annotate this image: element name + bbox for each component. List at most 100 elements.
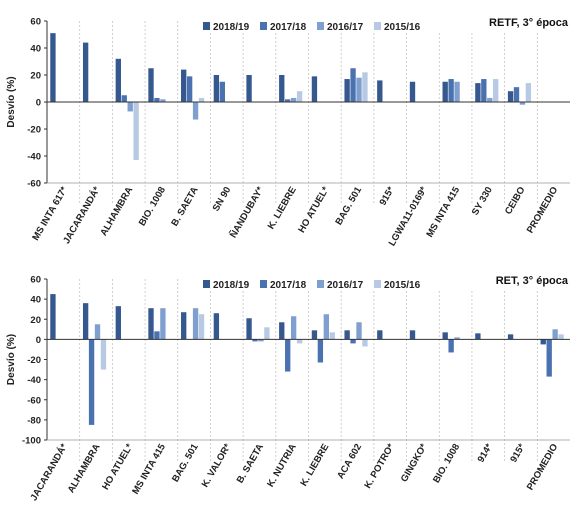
- legend-label: 2015/16: [384, 22, 421, 33]
- bar-2016-17-7: [290, 97, 297, 102]
- bar-2015-16-7: [296, 339, 303, 344]
- bar-2016-17-4: [192, 102, 199, 120]
- bar-2016-17-14: [519, 102, 526, 105]
- y-tick-label: -60: [27, 395, 41, 406]
- bar-2017-18-13: [481, 79, 487, 102]
- bar-2015-16-6: [264, 327, 270, 340]
- legend-swatch: [374, 22, 381, 30]
- bar-2018-19-7: [279, 322, 285, 340]
- bar-2015-16-13: [493, 79, 499, 102]
- legend-swatch: [374, 280, 381, 288]
- category-label: GINGKO*: [399, 442, 430, 484]
- y-tick-label: 20: [30, 71, 41, 82]
- y-tick-label: 20: [30, 315, 41, 326]
- legend-label: 2016/17: [327, 280, 364, 291]
- bar-2018-19-5: [213, 75, 220, 102]
- bar-2018-19-12: [442, 332, 448, 340]
- chart-ret: 60 40 20 0 -20 -40 -60 -80 -100 Desvío (%) JACARAN…: [6, 275, 570, 503]
- bar-2017-18-5: [219, 81, 225, 102]
- bar-2018-19-12: [442, 81, 448, 102]
- bar-2018-19-13: [475, 333, 481, 340]
- bar-2018-19-0: [50, 33, 56, 102]
- y-tick-label: 60: [30, 17, 41, 28]
- legend-swatch: [317, 22, 324, 30]
- category-label: JACARANDÁ*: [28, 442, 70, 503]
- bar-2015-16-8: [329, 332, 335, 340]
- legend-background: [198, 19, 568, 33]
- y-tick-label: -20: [27, 355, 41, 366]
- bar-2017-18-1: [88, 339, 95, 425]
- legend-label: 2015/16: [384, 280, 421, 291]
- y-tick-label: -80: [27, 415, 41, 426]
- legend-label: 2018/19: [213, 280, 250, 291]
- bar-2016-17-7: [290, 316, 297, 340]
- legend-label: 2017/18: [270, 280, 307, 291]
- category-label: MS INTA 415: [130, 441, 168, 496]
- bar-2015-16-4: [198, 314, 205, 340]
- bar-2018-19-1: [82, 42, 89, 102]
- y-tick-label: 0: [36, 335, 41, 346]
- bar-2018-19-9: [344, 330, 350, 340]
- bar-2017-18-8: [317, 339, 324, 363]
- bar-2018-19-2: [115, 306, 121, 340]
- category-label: ALHAMBRA: [66, 442, 103, 495]
- bar-2018-19-9: [344, 79, 350, 102]
- bar-2015-16-15: [558, 334, 564, 340]
- bar-2018-19-11: [409, 330, 416, 340]
- bar-2018-19-4: [181, 69, 187, 102]
- category-label: K. NUTRIA: [265, 442, 299, 489]
- bar-2018-19-0: [50, 294, 56, 340]
- category-label: 914*: [476, 442, 495, 465]
- category-label: SN 90: [211, 185, 234, 213]
- category-label: BAG. 501: [333, 184, 364, 227]
- category-label: B. SAETA: [169, 185, 200, 228]
- y-axis-label: Desvío (%): [6, 334, 17, 385]
- bar-2018-19-2: [115, 58, 121, 102]
- bar-2018-19-6: [246, 318, 252, 340]
- legend-background: [198, 277, 568, 291]
- bar-2018-19-4: [181, 312, 187, 340]
- bar-2017-18-2: [121, 95, 127, 102]
- bar-2018-19-5: [213, 313, 220, 340]
- bar-2015-16-4: [198, 97, 205, 102]
- bar-2017-18-4: [186, 76, 193, 102]
- category-label: K. VALOR*: [200, 442, 234, 490]
- y-tick-label: -40: [27, 152, 41, 163]
- category-label: BIO. 1008: [431, 442, 462, 485]
- bar-2018-19-13: [475, 83, 481, 102]
- category-label: MS INTA 415: [424, 184, 462, 239]
- bar-2017-18-9: [350, 68, 356, 102]
- category-label: ÑANDUBAY*: [228, 185, 266, 240]
- bar-2016-17-3: [160, 99, 166, 102]
- bar-2018-19-14: [507, 91, 514, 102]
- bar-2017-18-3: [154, 331, 160, 340]
- legend-swatch: [203, 280, 210, 288]
- bar-2017-18-7: [285, 339, 291, 372]
- bar-2018-19-1: [82, 303, 89, 340]
- chart-title: RETF, 3° época: [489, 17, 569, 29]
- bar-2018-19-6: [246, 75, 252, 102]
- legend-label: 2017/18: [270, 22, 307, 33]
- bar-2018-19-3: [148, 308, 154, 340]
- category-label: BAG. 501: [170, 441, 201, 484]
- bar-2018-19-11: [409, 81, 416, 102]
- category-label: ALHAMBRA: [98, 185, 135, 238]
- bar-2015-16-7: [296, 91, 303, 102]
- category-label: K. LIEBRE: [298, 442, 331, 488]
- bar-2016-17-12: [454, 81, 460, 102]
- legend-label: 2018/19: [213, 22, 250, 33]
- bar-2015-16-1: [100, 339, 107, 370]
- bar-2016-17-13: [487, 97, 493, 102]
- category-label: PROMEDIO: [525, 442, 560, 492]
- bar-2016-17-6: [258, 339, 264, 342]
- bar-2015-16-9: [362, 72, 368, 102]
- bar-2016-17-12: [454, 337, 460, 340]
- legend-swatch: [260, 280, 267, 288]
- category-label: K. LIEBRE: [266, 185, 299, 231]
- category-label: 915*: [378, 185, 397, 208]
- bar-2018-19-10: [377, 80, 383, 102]
- legend-swatch: [260, 22, 267, 30]
- category-label: ACA 602: [335, 442, 364, 481]
- bar-2017-18-14: [513, 87, 520, 102]
